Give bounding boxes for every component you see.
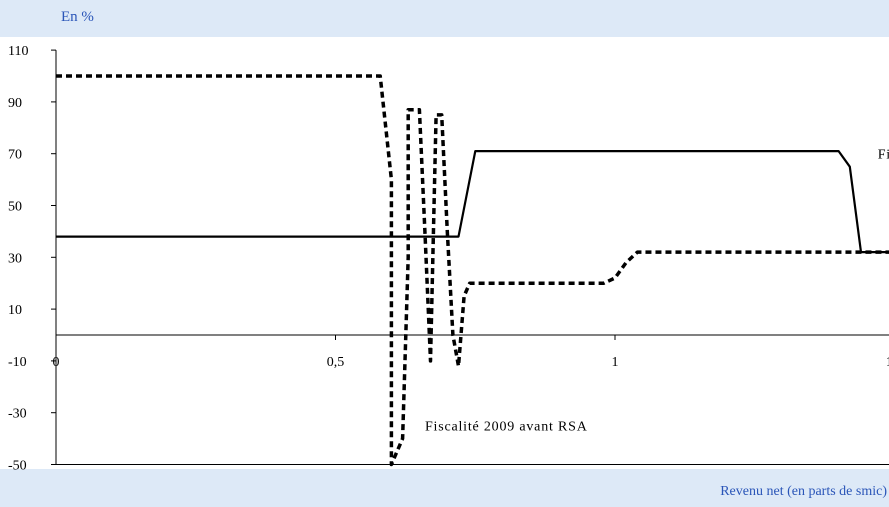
series-label: Fiscalité 2009 avant RSA xyxy=(425,420,588,435)
x-tick-label: 0,5 xyxy=(327,355,345,370)
y-tick-label: 10 xyxy=(8,303,22,318)
y-tick-label: 50 xyxy=(8,200,22,215)
x-axis-title: Revenu net (en parts de smic) xyxy=(720,484,887,499)
y-tick-label: -50 xyxy=(8,459,27,474)
y-tick-label: -10 xyxy=(8,355,27,370)
series-label: Fiscalité 2009 RSA xyxy=(878,148,889,163)
x-tick-label: 1 xyxy=(612,355,619,370)
y-tick-label: -30 xyxy=(8,407,27,422)
y-tick-label: 90 xyxy=(8,96,22,111)
series-line-rsa xyxy=(56,150,889,254)
x-tick-label: 1,5 xyxy=(886,355,889,370)
series-line-avant-rsa xyxy=(56,74,889,467)
x-tick-label: 0 xyxy=(53,355,60,370)
unit-label: En % xyxy=(61,9,94,25)
y-tick-label: 30 xyxy=(8,251,22,266)
y-tick-label: 70 xyxy=(8,148,22,163)
y-tick-label: 110 xyxy=(8,44,28,59)
